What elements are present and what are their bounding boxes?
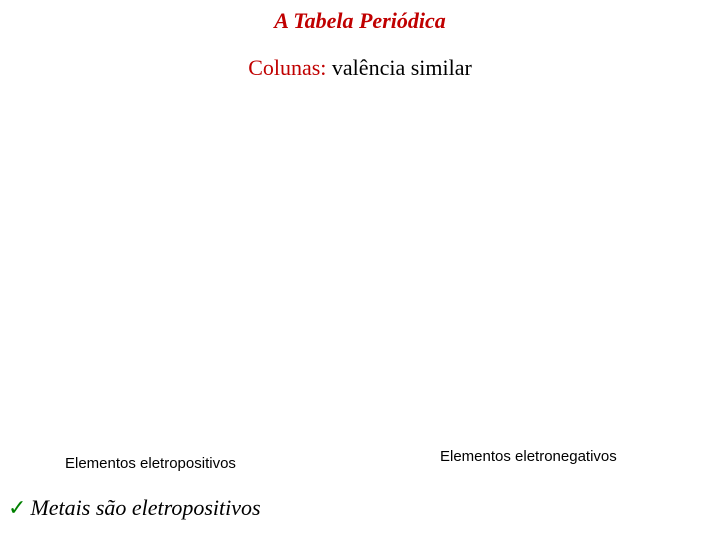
subtitle: Colunas: valência similar (0, 55, 720, 81)
bullet-text: Metais são eletropositivos (30, 495, 260, 520)
subtitle-highlight: Colunas: (248, 55, 326, 80)
label-electropositive: Elementos eletropositivos (65, 455, 236, 472)
page-title: A Tabela Periódica (0, 8, 720, 34)
bullet-line: ✓Metais são eletropositivos (8, 495, 261, 521)
subtitle-rest: valência similar (326, 55, 471, 80)
label-electronegative: Elementos eletronegativos (440, 448, 617, 465)
check-icon: ✓ (8, 495, 26, 520)
